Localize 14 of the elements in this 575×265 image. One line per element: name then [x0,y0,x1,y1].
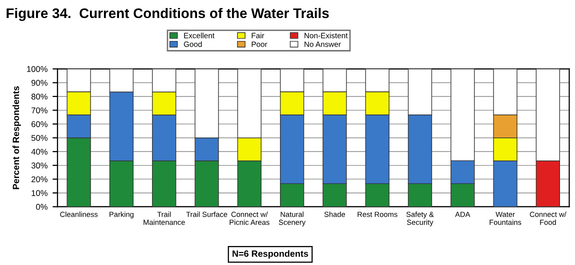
y-axis-title: Percent of Respondents [12,86,21,190]
y-tick-label: 70% [32,107,48,114]
y-tick-label: 20% [32,176,48,182]
y-tick-label: 30% [31,162,48,168]
y-tick-label: 50% [31,135,48,141]
y-tick-label: 10% [32,190,48,196]
text: N=6 Respondents [232,250,308,259]
y-tick-label: 0% [36,204,48,210]
y-tick-label: 80% [31,94,48,100]
y-tick-label: 60% [32,121,48,128]
chart-title: Figure 34. Current Conditions of the Water Trails [6,8,329,21]
y-tick-label: 40% [31,148,48,155]
y-tick-label: 90% [31,80,48,86]
y-tick-label: 100% [27,66,48,72]
